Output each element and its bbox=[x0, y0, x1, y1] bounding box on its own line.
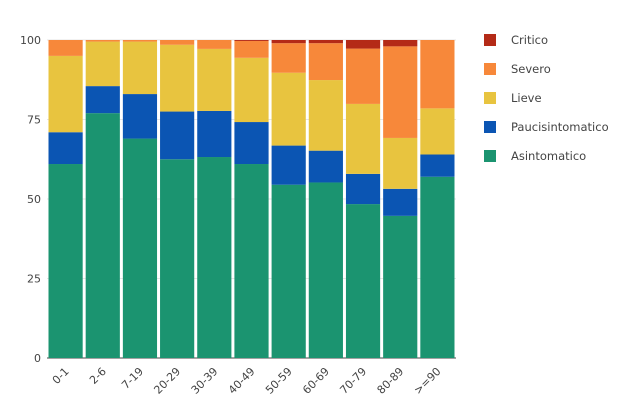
bar-segment bbox=[48, 40, 83, 56]
x-tick-label: 7-19 bbox=[119, 365, 146, 392]
bar-segment bbox=[383, 215, 418, 358]
y-tick-label: 50 bbox=[27, 193, 41, 206]
bar-segment bbox=[345, 173, 381, 205]
x-tick-label: 20-29 bbox=[151, 365, 183, 397]
legend-label: Severo bbox=[511, 62, 551, 76]
bar-segment bbox=[122, 94, 158, 139]
bar-segment bbox=[85, 86, 120, 114]
bar-segment bbox=[420, 176, 455, 358]
bar-segment bbox=[197, 157, 232, 358]
y-tick-label: 25 bbox=[27, 273, 41, 286]
bar-segment bbox=[345, 40, 381, 49]
bar-segment bbox=[420, 108, 455, 155]
bar-segment bbox=[308, 43, 343, 81]
y-tick-label: 75 bbox=[27, 114, 41, 127]
legend-label: Paucisintomatico bbox=[511, 120, 609, 134]
legend-swatch bbox=[484, 121, 496, 133]
bar-segment bbox=[122, 41, 158, 95]
x-tick-label: 30-39 bbox=[189, 365, 221, 397]
bar-segment bbox=[271, 184, 306, 358]
bar-segment bbox=[122, 138, 158, 358]
x-tick-label: 0-1 bbox=[50, 365, 72, 387]
legend-label: Lieve bbox=[511, 91, 542, 105]
y-tick-label: 0 bbox=[34, 352, 41, 365]
bar-segment bbox=[271, 43, 306, 73]
bar-segment bbox=[271, 72, 306, 146]
bar-segment bbox=[197, 110, 232, 158]
legend-swatch bbox=[484, 150, 496, 162]
bar-segment bbox=[197, 48, 232, 111]
bar-segment bbox=[85, 40, 120, 42]
bar-segment bbox=[85, 41, 120, 87]
x-tick-label: 60-69 bbox=[300, 365, 332, 397]
bar-segment bbox=[345, 103, 381, 174]
x-tick-label: 80-89 bbox=[375, 365, 407, 397]
y-tick-label: 100 bbox=[20, 34, 41, 47]
bar-segment bbox=[160, 111, 195, 160]
bar-segment bbox=[383, 40, 418, 47]
bar-segment bbox=[308, 182, 343, 358]
x-tick-label: 50-59 bbox=[263, 365, 295, 397]
legend: Critico Severo Lieve Paucisintomatico Asinto… bbox=[484, 33, 609, 163]
x-axis: 0-1 2-6 7-19 20-29 30-39 40-49 50-59 60-69 70-79… bbox=[50, 365, 444, 397]
bar-segment bbox=[160, 159, 195, 358]
bar-segment bbox=[308, 150, 343, 183]
bar-segment bbox=[383, 188, 418, 216]
bar-segment bbox=[420, 40, 455, 109]
bar-segment bbox=[383, 46, 418, 138]
bar-segment bbox=[234, 40, 269, 41]
bar-segment bbox=[308, 40, 343, 44]
bar-segment bbox=[234, 40, 269, 58]
legend-swatch bbox=[484, 34, 496, 46]
bar-segment bbox=[85, 113, 120, 358]
bar-segment bbox=[234, 164, 269, 358]
x-tick-label: 70-79 bbox=[337, 365, 369, 397]
bars bbox=[48, 40, 455, 358]
bar-segment bbox=[197, 40, 232, 49]
bar-segment bbox=[420, 154, 455, 177]
bar-segment bbox=[383, 137, 418, 189]
bar-segment bbox=[271, 40, 306, 44]
x-tick-label: 2-6 bbox=[87, 365, 109, 387]
x-tick-label: 40-49 bbox=[226, 365, 258, 397]
legend-label: Asintomatico bbox=[511, 149, 586, 163]
bar-segment bbox=[234, 57, 269, 123]
legend-label: Critico bbox=[511, 33, 548, 47]
bar-segment bbox=[122, 40, 158, 42]
bar-segment bbox=[48, 132, 83, 165]
y-axis: 0 25 50 75 100 bbox=[20, 34, 41, 365]
bar-segment bbox=[271, 145, 306, 185]
bar-segment bbox=[234, 122, 269, 165]
bar-segment bbox=[345, 48, 381, 104]
legend-swatch bbox=[484, 92, 496, 104]
bar-segment bbox=[308, 80, 343, 151]
x-tick-label: >=90 bbox=[411, 365, 443, 397]
bar-segment bbox=[345, 204, 381, 358]
bar-segment bbox=[160, 44, 195, 112]
legend-swatch bbox=[484, 63, 496, 75]
bar-segment bbox=[48, 164, 83, 358]
bar-segment bbox=[48, 55, 83, 133]
bar-segment bbox=[160, 40, 195, 45]
